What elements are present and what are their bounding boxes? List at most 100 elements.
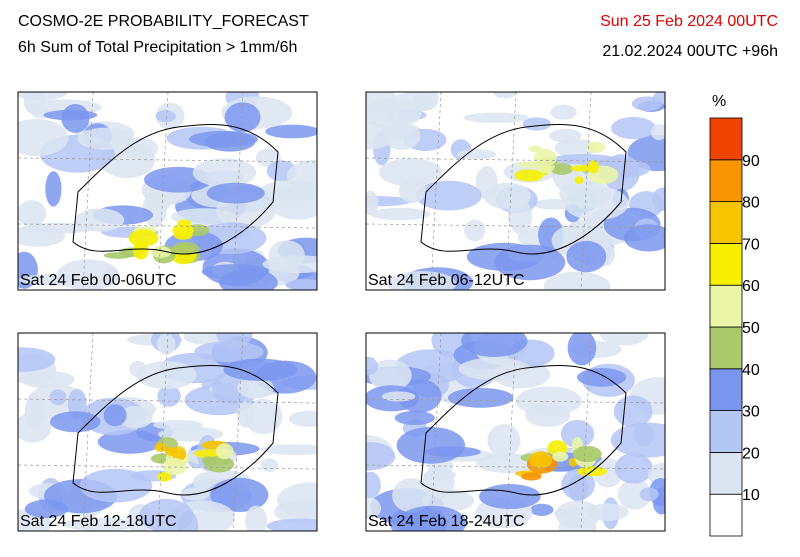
precip-area (422, 466, 455, 499)
precip-core (162, 458, 187, 476)
precip-area (133, 149, 150, 160)
precip-area (277, 482, 317, 519)
graticule (366, 157, 665, 163)
title: COSMO-2E PROBABILITY_FORECAST (18, 13, 309, 30)
precip-area (617, 479, 652, 510)
precip-area (614, 453, 653, 484)
map-panel: Sat 24 Feb 06-12UTC (365, 91, 666, 291)
precip-area (461, 333, 528, 357)
precip-core (203, 455, 235, 473)
precip-area (237, 377, 274, 399)
border (420, 365, 627, 496)
precip-area (397, 505, 467, 531)
colorbar-band (709, 410, 743, 453)
precip-area (211, 371, 250, 405)
precip-core (550, 163, 574, 175)
precip-area (576, 367, 627, 387)
valid-time: Sun 25 Feb 2024 00UTC (600, 13, 778, 30)
precip-area (566, 240, 607, 273)
precip-area (611, 116, 656, 140)
precip-area (146, 193, 171, 213)
precip-area (189, 130, 259, 148)
precip-area (77, 127, 133, 150)
precip-area (447, 387, 514, 408)
precip-core (572, 445, 602, 462)
precip-area (236, 401, 255, 428)
panel-frame (365, 332, 666, 532)
precip-area (366, 121, 395, 150)
precip-area (366, 190, 379, 216)
precip-area (155, 110, 176, 123)
precip-area (561, 468, 596, 501)
colorbar-band (709, 493, 743, 537)
precip-area (493, 92, 517, 99)
precip-area (366, 471, 381, 499)
precip-area (387, 271, 457, 290)
panel-label: Sat 24 Feb 06-12UTC (368, 272, 525, 289)
precip-area (425, 446, 481, 458)
precip-area (398, 178, 426, 203)
precip-area (560, 419, 595, 449)
colorbar: % 10 20 30 40 50 60 70 80 90 (709, 93, 760, 537)
colorbar-unit: % (712, 93, 726, 110)
precip-area (24, 499, 69, 519)
panels: Sat 24 Feb 00-06UTC Sat 24 Feb 06-12UTC Sa… (17, 91, 666, 532)
precip-area (368, 359, 412, 392)
map-field (366, 333, 665, 531)
precip-area (487, 424, 521, 458)
map-field (18, 333, 317, 531)
precip-core (588, 160, 599, 174)
precip-area (18, 347, 56, 373)
map-panel: Sat 24 Feb 12-18UTC (17, 332, 318, 532)
precip-area (262, 255, 317, 274)
colorbar-tick-label: 30 (742, 404, 760, 421)
precip-area (288, 410, 317, 427)
precip-area (156, 333, 176, 356)
precip-area (484, 182, 531, 210)
precip-area (223, 358, 298, 381)
precip-core (514, 169, 544, 182)
colorbar-tick-label: 10 (742, 487, 760, 504)
precip-area (23, 92, 46, 115)
precip-area (458, 357, 531, 381)
precip-area (260, 458, 278, 472)
colorbar-tick-label: 40 (742, 362, 760, 379)
panel-frame (17, 91, 318, 291)
precip-core (552, 451, 569, 462)
colorbar-band (709, 451, 743, 495)
border (72, 124, 279, 255)
map-field (366, 92, 665, 290)
precip-area (366, 92, 397, 119)
precip-area (366, 442, 396, 471)
colorbar-band (709, 368, 743, 411)
panel-frame (17, 332, 318, 532)
graticule (18, 464, 317, 470)
precip-core (574, 176, 584, 184)
precip-area (382, 121, 421, 151)
precip-core (150, 246, 172, 258)
precip-area (244, 398, 283, 435)
precip-area (554, 138, 597, 158)
colorbar-tick-label: 60 (742, 278, 760, 295)
precip-area (522, 117, 552, 131)
colorbar-band (709, 159, 743, 203)
precip-area (381, 391, 416, 402)
precip-area (585, 503, 629, 521)
graticule (18, 157, 317, 163)
precip-core (529, 451, 553, 469)
precip-core (171, 242, 200, 255)
precip-area (244, 505, 268, 531)
precip-area (456, 149, 497, 160)
precip-area (49, 389, 67, 406)
precip-area (529, 503, 554, 516)
precip-area (18, 118, 69, 157)
precip-area (549, 154, 617, 165)
precip-area (192, 158, 257, 187)
precip-area (392, 478, 431, 513)
precip-area (599, 333, 649, 346)
precip-area (219, 269, 278, 290)
graticule (366, 398, 665, 404)
run-time: 21.02.2024 00UTC +96h (602, 43, 778, 60)
precip-area (18, 274, 93, 286)
